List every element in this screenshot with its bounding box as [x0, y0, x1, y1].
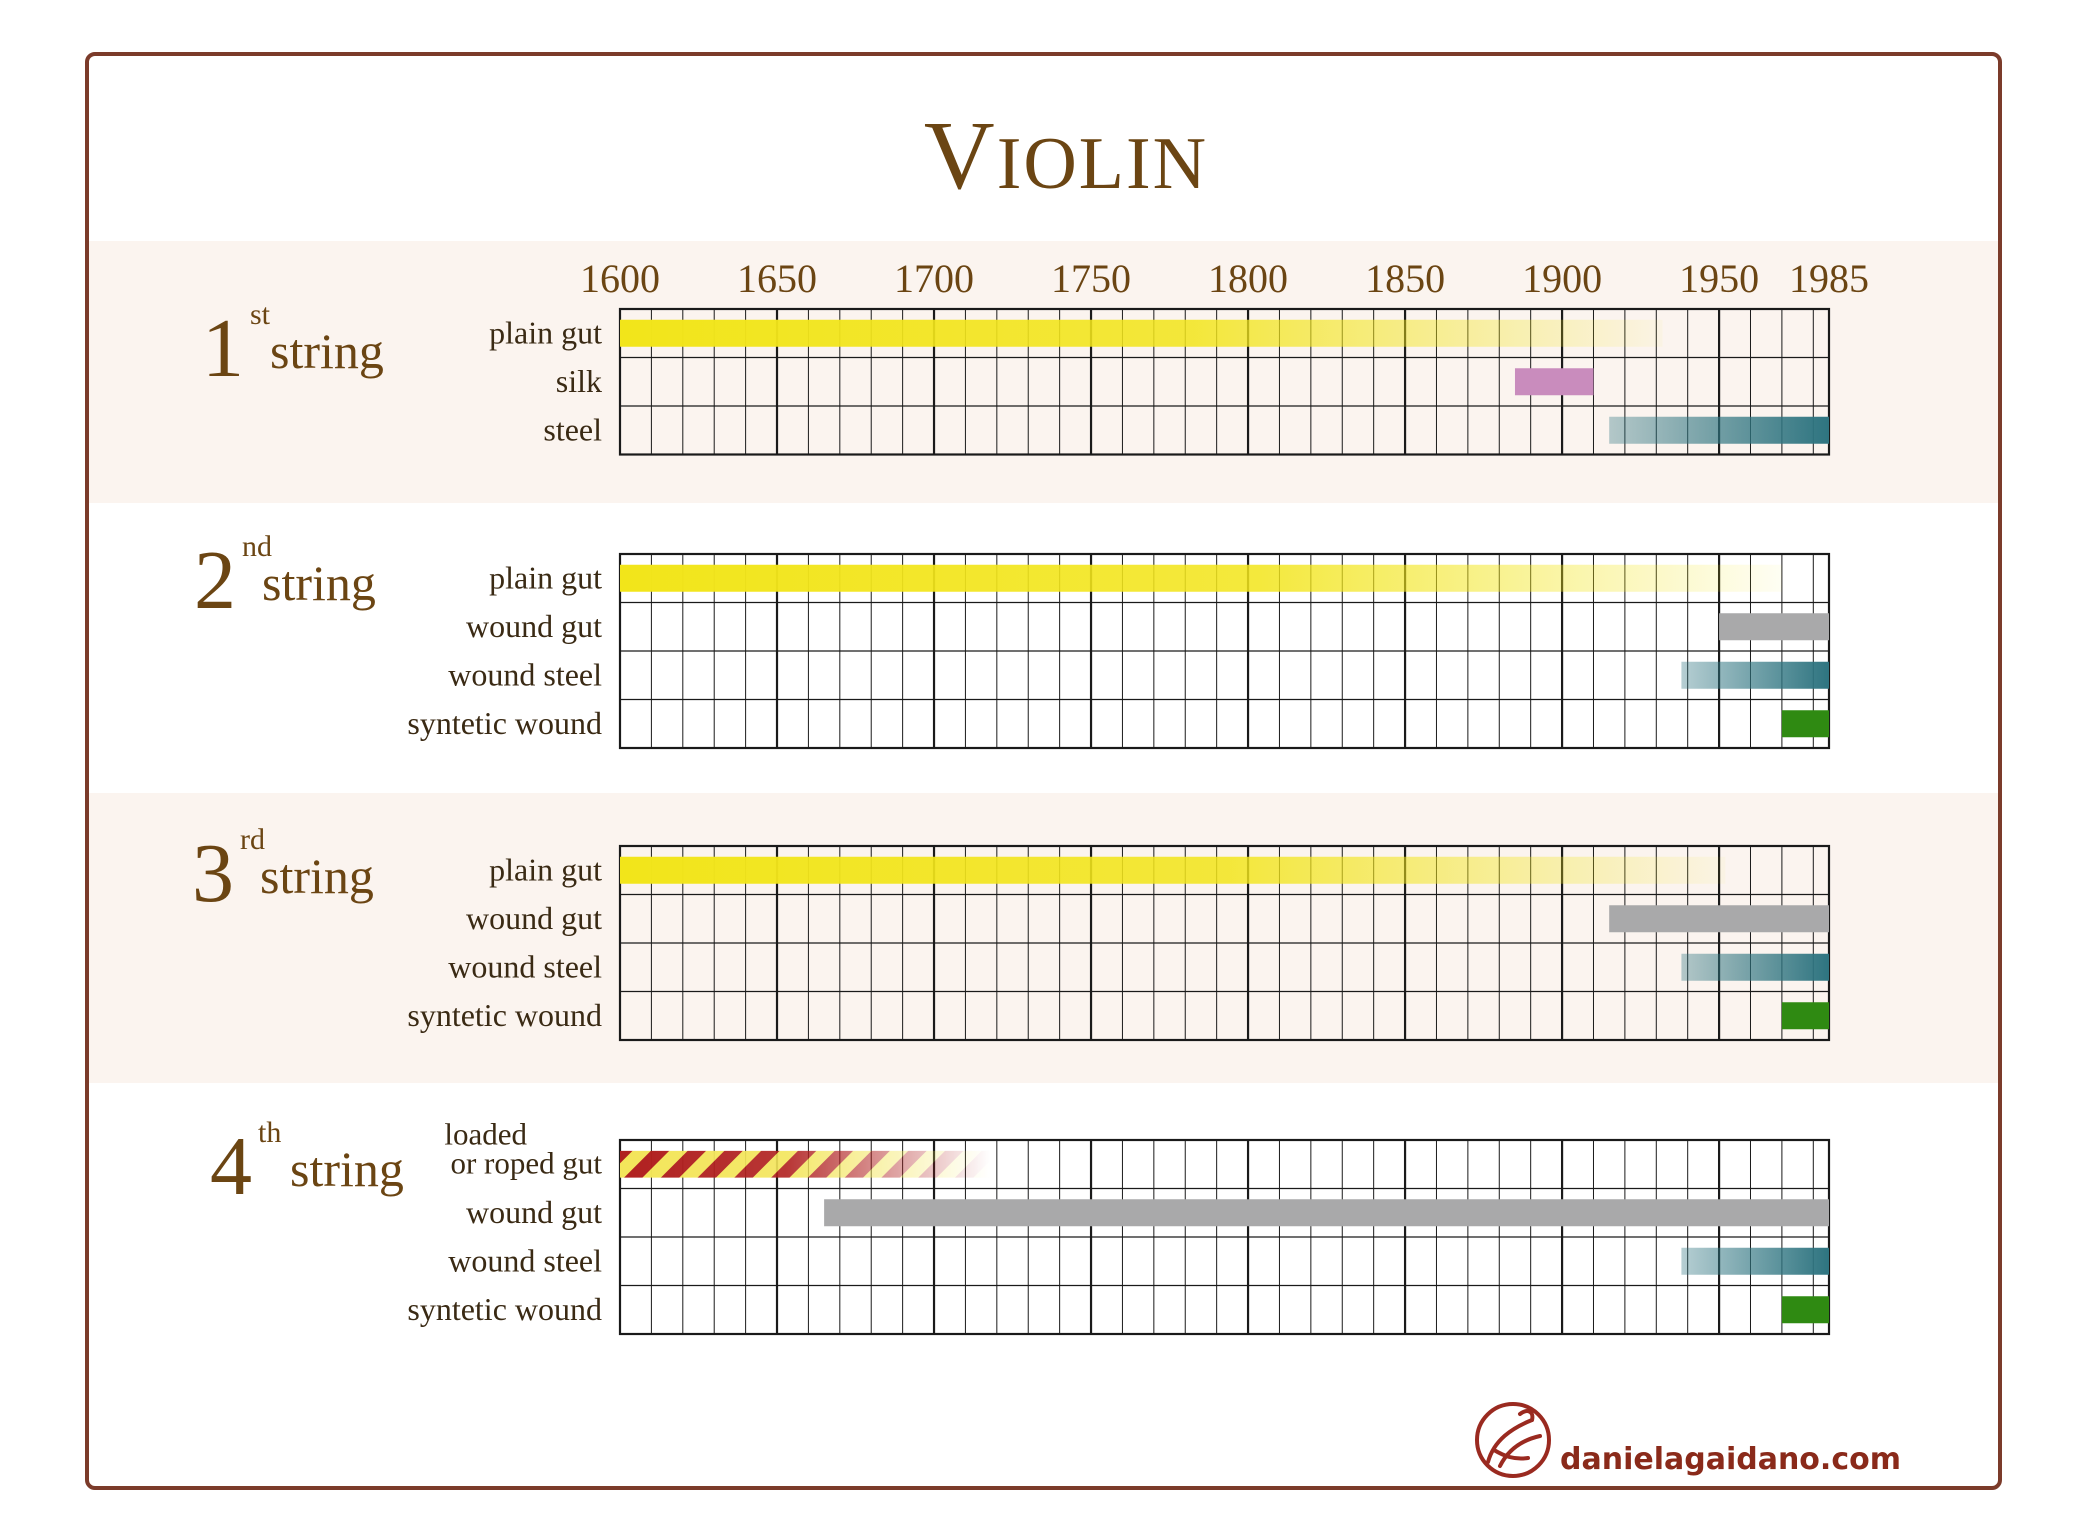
timeline-bar [1781, 1002, 1829, 1030]
year-tick-label: 1900 [1522, 256, 1602, 301]
string-band-background [89, 793, 1998, 1083]
string-group: plain gut wound gut wound steel syntetic wo… [192, 823, 1831, 1042]
row-label: plain gut [489, 559, 602, 595]
row-label: wound gut [466, 1194, 602, 1230]
string-group: plain gut wound gut wound steel syntetic wo… [194, 530, 1831, 750]
timeline-bar [1781, 1296, 1829, 1324]
string-word: string [262, 555, 376, 611]
row-label: syntetic wound [407, 997, 602, 1033]
row-label: syntetic wound [407, 1291, 602, 1327]
grid-frame [618, 307, 1831, 456]
timeline-bar [620, 319, 1663, 347]
year-tick-label: 1985 [1789, 256, 1869, 301]
chart-title-initial: V [924, 102, 997, 210]
violin-logo-icon [1475, 1402, 1551, 1478]
string-ordinal-suffix: rd [240, 823, 265, 856]
chart-title-rest: IOLIN [997, 123, 1208, 205]
row-label: wound steel [448, 1242, 602, 1278]
string-group: loaded or roped gut wound gut wound steel sy… [210, 1116, 1831, 1336]
row-label: wound gut [466, 900, 602, 936]
chart-title: VIOLIN [924, 102, 1208, 210]
string-ordinal-suffix: st [250, 298, 271, 331]
website-link[interactable]: danielagaidano.com [1560, 1442, 1901, 1477]
year-tick-label: 1650 [737, 256, 817, 301]
string-band-background [89, 241, 1998, 503]
timeline-bar [824, 1199, 1829, 1227]
timeline-bar [1719, 613, 1829, 641]
string-word: string [290, 1141, 404, 1197]
row-label: wound steel [448, 656, 602, 692]
string-number: 4 [210, 1120, 252, 1213]
timeline-bar [1609, 416, 1829, 444]
row-label-line: loaded [444, 1116, 527, 1151]
string-label: 4 th string [210, 1116, 404, 1213]
year-tick-labels: 1600 1650 1700 1750 1800 1850 1900 1950 1985 [580, 256, 1869, 301]
year-tick-label: 1800 [1208, 256, 1288, 301]
row-label: silk [556, 363, 602, 399]
row-label: plain gut [489, 851, 602, 887]
title-group: VIOLIN [924, 102, 1208, 210]
timeline-bar [620, 564, 1782, 592]
row-label: plain gut [489, 314, 602, 350]
timeline-bar [1609, 905, 1829, 933]
year-tick-label: 1750 [1051, 256, 1131, 301]
timeline-bar [1514, 368, 1594, 396]
string-word: string [260, 848, 374, 904]
string-ordinal-suffix: th [258, 1116, 281, 1149]
timeline-bar [620, 1150, 991, 1178]
string-word: string [270, 323, 384, 379]
row-label: wound steel [448, 948, 602, 984]
violin-scroll-icon [1486, 1409, 1542, 1468]
row-label: syntetic wound [407, 705, 602, 741]
year-tick-label: 1850 [1365, 256, 1445, 301]
string-number: 2 [194, 534, 236, 627]
timeline-bar [1781, 710, 1829, 738]
logo-group[interactable]: danielagaidano.com [1475, 1402, 1901, 1478]
string-bands [89, 241, 1998, 1083]
row-label: wound gut [466, 608, 602, 644]
timeline-bar [1681, 1247, 1829, 1275]
row-label-line: or roped gut [450, 1145, 602, 1180]
year-tick-label: 1600 [580, 256, 660, 301]
timeline-bar [1681, 953, 1829, 981]
timeline-bar [620, 856, 1726, 884]
row-label: loaded or roped gut [444, 1116, 602, 1180]
year-tick-label: 1700 [894, 256, 974, 301]
year-tick-label: 1950 [1679, 256, 1759, 301]
string-ordinal-suffix: nd [242, 530, 272, 563]
string-number: 3 [192, 827, 234, 920]
string-number: 1 [202, 302, 244, 395]
row-label: steel [543, 411, 602, 447]
timeline-bar [1681, 661, 1829, 689]
